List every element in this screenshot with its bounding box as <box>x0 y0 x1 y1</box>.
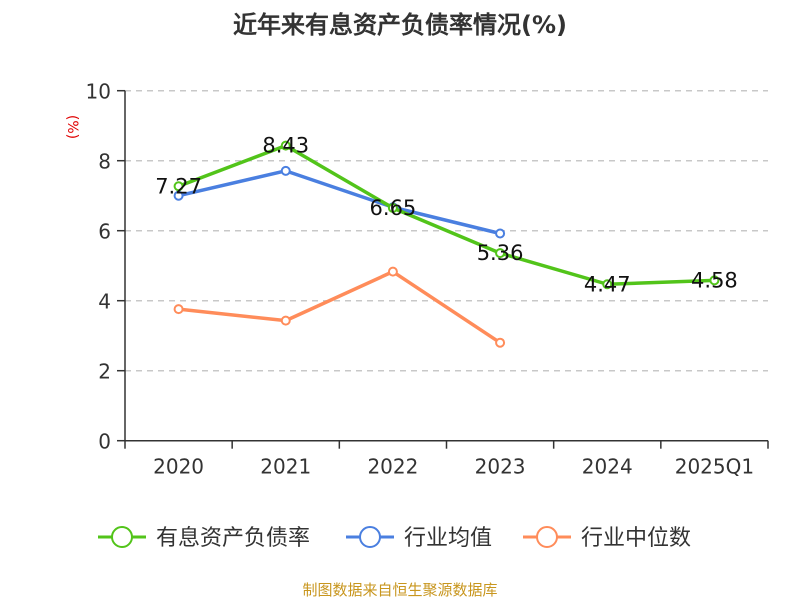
data-label: 5.36 <box>477 241 524 265</box>
data-label: 4.58 <box>691 268 738 292</box>
series-line <box>178 169 501 236</box>
data-point[interactable] <box>173 304 184 315</box>
data-point[interactable] <box>709 275 720 286</box>
x-tick-label: 2023 <box>475 455 526 479</box>
x-tick-label: 2025Q1 <box>675 455 754 479</box>
y-axis-label: (%) <box>64 115 80 139</box>
data-point[interactable] <box>387 202 398 213</box>
legend-label: 有息资产负债率 <box>156 526 310 551</box>
data-label: 8.43 <box>262 134 309 158</box>
data-point[interactable] <box>173 190 184 201</box>
data-point[interactable] <box>495 337 506 348</box>
legend-item[interactable]: 行业均值 <box>346 526 492 551</box>
data-point[interactable] <box>495 248 506 259</box>
chart-title: 近年来有息资产负债率情况(%) <box>233 11 567 39</box>
data-point[interactable] <box>280 315 291 326</box>
x-tick-label: 2022 <box>367 455 418 479</box>
x-tick-label: 2021 <box>260 455 311 479</box>
series-line <box>178 269 502 345</box>
legend-marker <box>111 526 133 548</box>
legend-label: 行业均值 <box>404 526 492 551</box>
y-tick-label: 0 <box>98 430 111 454</box>
y-tick-label: 6 <box>98 220 111 244</box>
data-point[interactable] <box>280 165 291 176</box>
data-label: 7.27 <box>155 174 202 198</box>
series-line <box>177 143 715 286</box>
legend-item[interactable]: 有息资产负债率 <box>98 526 310 551</box>
x-tick-label: 2024 <box>582 455 633 479</box>
data-label: 4.47 <box>584 272 631 296</box>
legend-label: 行业中位数 <box>581 526 691 551</box>
data-point[interactable] <box>280 140 291 151</box>
y-tick-label: 10 <box>86 80 111 104</box>
data-point[interactable] <box>387 266 398 277</box>
x-tick-label: 2020 <box>153 455 204 479</box>
data-point[interactable] <box>602 279 613 290</box>
legend-item[interactable]: 行业中位数 <box>523 526 691 551</box>
y-tick-label: 8 <box>98 150 111 174</box>
data-point[interactable] <box>173 181 184 192</box>
legend-marker <box>359 526 381 548</box>
y-tick-label: 2 <box>98 360 111 384</box>
data-point[interactable] <box>495 228 506 239</box>
source-note: 制图数据来自恒生聚源数据库 <box>302 581 497 599</box>
legend-marker <box>536 526 558 548</box>
data-label: 6.65 <box>370 196 417 220</box>
y-tick-label: 4 <box>98 290 111 314</box>
